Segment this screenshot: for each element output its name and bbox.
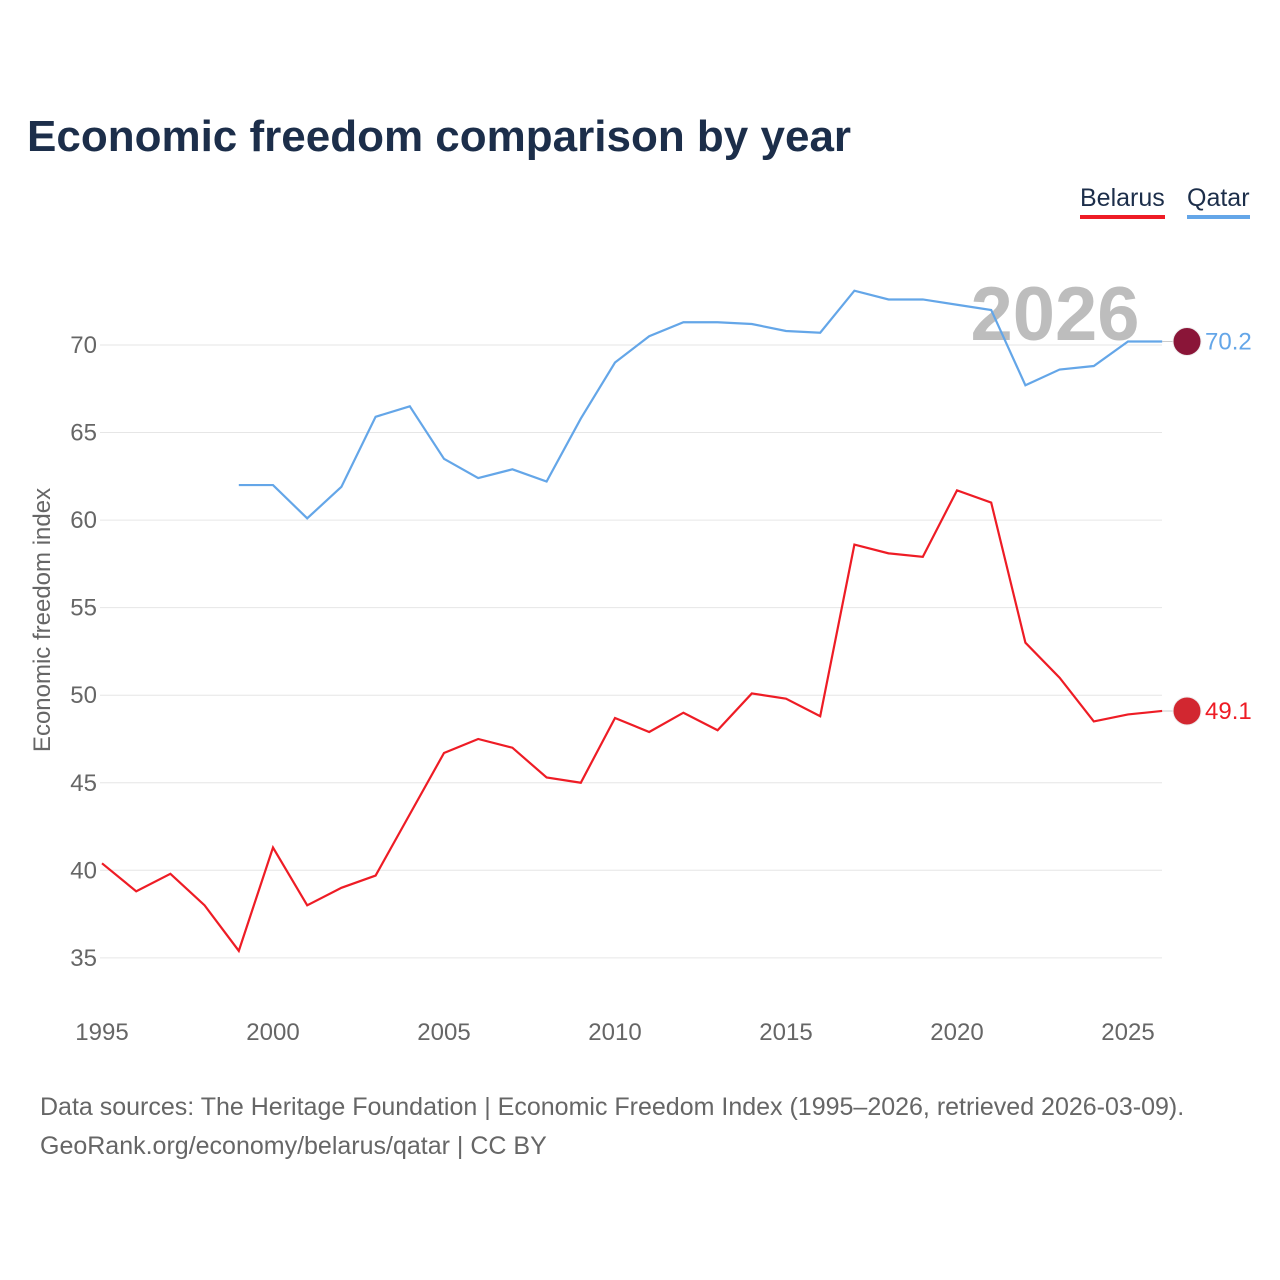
y-tick-label: 60 <box>70 507 97 534</box>
x-tick-label: 2005 <box>417 1019 470 1046</box>
x-tick-label: 2015 <box>759 1019 812 1046</box>
end-value-label: 49.1 <box>1205 698 1252 725</box>
source-text: Data sources: The Heritage Foundation | … <box>40 1093 1185 1121</box>
y-tick-label: 35 <box>70 945 97 972</box>
y-tick-label: 70 <box>70 332 97 359</box>
y-tick-label: 45 <box>70 770 97 797</box>
legend-belarus[interactable]: Belarus <box>1080 184 1165 219</box>
x-tick-label: 2000 <box>246 1019 299 1046</box>
chart-title: Economic freedom comparison by year <box>27 112 852 161</box>
y-tick-label: 50 <box>70 682 97 709</box>
series-line-qatar <box>238 289 1163 520</box>
flag-icon-qatar <box>1172 326 1202 356</box>
y-tick-label: 55 <box>70 595 97 622</box>
end-value-label: 70.2 <box>1205 328 1252 355</box>
flag-icon-belarus <box>1172 696 1202 726</box>
x-tick-label: 2020 <box>930 1019 983 1046</box>
y-axis-label: Economic freedom index <box>29 488 56 752</box>
x-tick-label: 2025 <box>1101 1019 1154 1046</box>
y-tick-label: 65 <box>70 420 97 447</box>
source-link[interactable]: GeoRank.org/economy/belarus/qatar | CC B… <box>40 1132 547 1160</box>
x-tick-label: 2010 <box>588 1019 641 1046</box>
footer: Data sources: The Heritage Foundation | … <box>40 1088 1184 1166</box>
year-watermark: 2026 <box>970 272 1139 357</box>
legend-qatar[interactable]: Qatar <box>1187 184 1250 219</box>
y-tick-label: 40 <box>70 857 97 884</box>
x-tick-label: 1995 <box>75 1019 128 1046</box>
series-line-belarus <box>101 488 1163 954</box>
